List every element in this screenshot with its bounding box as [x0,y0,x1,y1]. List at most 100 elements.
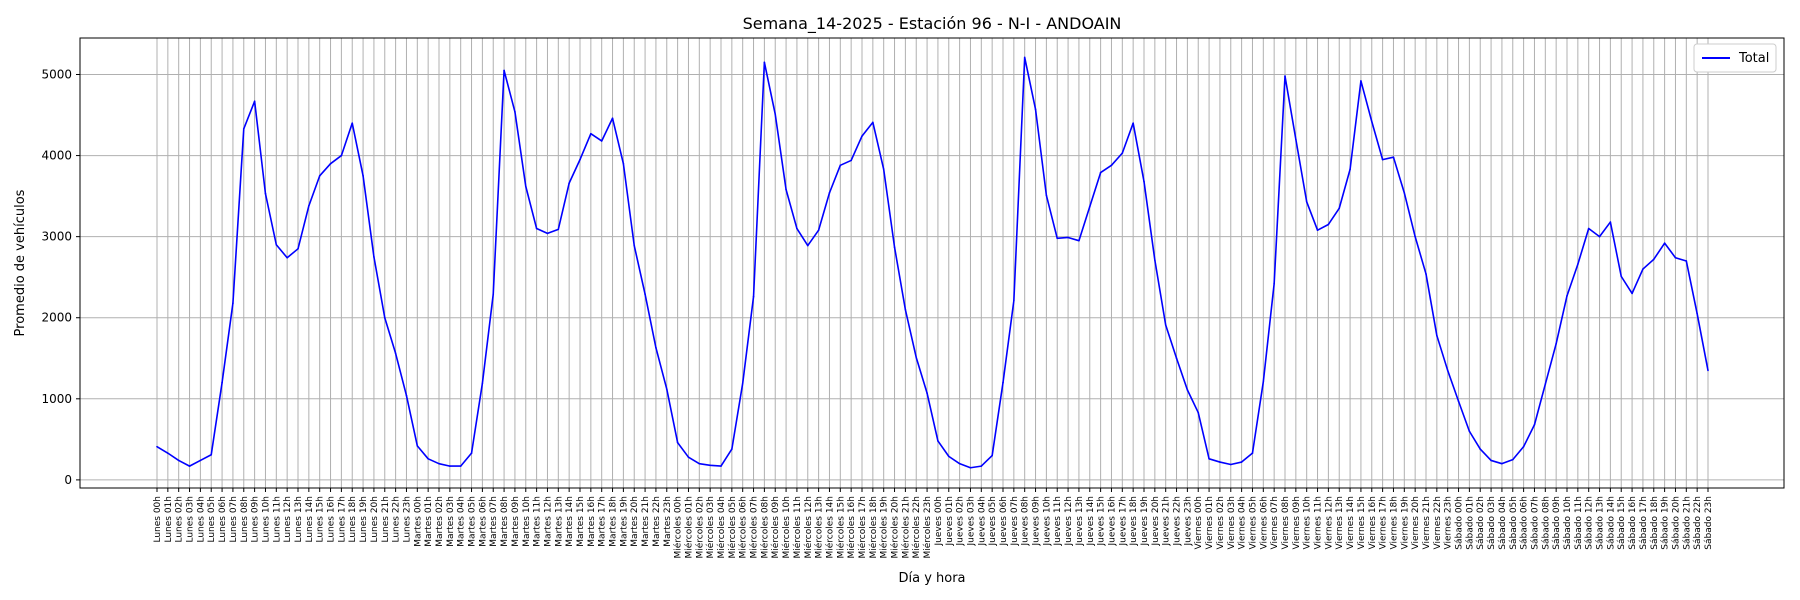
x-tick-label: Sábado 17h [1639,496,1649,550]
x-tick-label: Miércoles 06h [738,496,749,559]
data-point [210,453,213,456]
x-tick-label: Viernes 17h [1379,496,1389,550]
x-tick-label: Sábado 02h [1476,496,1486,550]
data-point [1403,192,1406,194]
data-point [752,295,755,298]
x-tick-label: Jueves 03h [966,496,976,546]
data-point [1023,56,1026,59]
data-point [524,185,527,188]
x-tick-label: Lunes 02h [175,496,185,543]
data-point [1652,258,1655,261]
x-tick-label: Martes 21h [641,496,651,547]
x-tick-label: Miércoles 13h [814,496,825,559]
x-tick-label: Miércoles 12h [803,496,814,559]
data-point [633,244,636,247]
data-point [1674,256,1677,259]
x-tick-label: Lunes 20h [370,496,380,543]
x-tick-label: Jueves 18h [1129,496,1139,546]
x-tick-label: Lunes 01h [164,496,174,543]
data-point [611,117,614,120]
x-tick-label: Miércoles 16h [846,496,857,559]
x-tick-label: Miércoles 03h [705,496,716,559]
x-tick-label: Viernes 12h [1324,496,1334,550]
data-point [1642,268,1644,270]
data-point [915,356,918,359]
x-tick-label: Jueves 15h [1097,496,1107,546]
data-point [1273,282,1275,285]
legend: Total [1693,43,1777,73]
data-point [394,352,397,355]
legend-label-total: Total [1738,51,1769,66]
data-point [1609,221,1612,223]
data-point [405,394,408,397]
x-tick-label: Viernes 22h [1433,496,1443,550]
data-point [1305,200,1308,203]
x-tick-label: Martes 07h [489,496,499,547]
data-point [1370,120,1373,123]
data-point [720,465,722,467]
data-point [449,465,451,467]
x-tick-label: Sábado 06h [1520,496,1530,550]
x-tick-label: Sábado 08h [1541,496,1551,550]
data-point [1446,369,1449,372]
x-tick-label: Sábado 11h [1574,496,1584,550]
data-point [850,159,852,162]
data-point [1002,381,1004,384]
data-point [969,466,972,469]
data-point [1598,235,1601,238]
data-point [1175,357,1178,360]
x-tick-label: Lunes 11h [272,496,282,543]
data-point [1154,259,1156,261]
x-tick-label: Lunes 14h [305,496,315,543]
data-point [665,388,668,390]
x-tick-label: Lunes 18h [348,496,358,543]
x-tick-label: Sábado 00h [1455,496,1465,550]
x-tick-label: Jueves 00h [934,496,944,546]
x-tick-label: Miércoles 22h [911,496,922,559]
data-point [503,69,505,72]
x-tick-label: Martes 15h [576,496,586,547]
x-tick-label: Lunes 16h [327,496,337,543]
data-point [1631,292,1633,295]
x-tick-label: Martes 05h [468,496,478,547]
x-tick-label: Miércoles 20h [890,496,901,559]
data-point [1392,156,1395,158]
data-point [1685,260,1688,262]
data-point [264,192,267,195]
x-tick-label: Martes 17h [598,496,608,547]
x-tick-label: Miércoles 18h [868,496,879,559]
x-tick-label: Jueves 07h [1010,496,1020,546]
data-point [156,445,158,448]
data-point [1577,263,1579,266]
x-tick-label: Viernes 01h [1205,496,1215,550]
x-tick-label: Lunes 15h [316,496,326,543]
data-point [590,132,592,135]
data-point [1663,242,1666,244]
data-point [253,100,256,103]
data-point [731,448,733,450]
x-tick-label: Viernes 07h [1270,496,1280,550]
data-point [1511,458,1514,461]
x-tick-label: Miércoles 15h [835,496,846,559]
data-point [872,121,874,124]
data-point [318,175,321,177]
data-point [1056,237,1059,240]
x-tick-label: Sábado 10h [1563,496,1573,550]
data-point [1338,207,1341,210]
plot-area [156,56,1709,469]
y-tick-label: 1000 [41,392,72,406]
x-tick-label: Lunes 23h [402,496,412,543]
data-point [1208,458,1210,460]
x-tick-label: Jueves 09h [1032,496,1042,546]
x-tick-label: Viernes 23h [1444,496,1454,550]
data-point [459,465,462,467]
x-tick-label: Lunes 13h [294,496,304,543]
data-point [1088,205,1091,208]
x-tick-label: Martes 22h [652,496,662,547]
data-point [1555,342,1557,345]
data-point [817,229,820,231]
data-point [926,392,928,394]
x-tick-label: Sábado 03h [1487,496,1497,550]
data-point [199,459,202,462]
